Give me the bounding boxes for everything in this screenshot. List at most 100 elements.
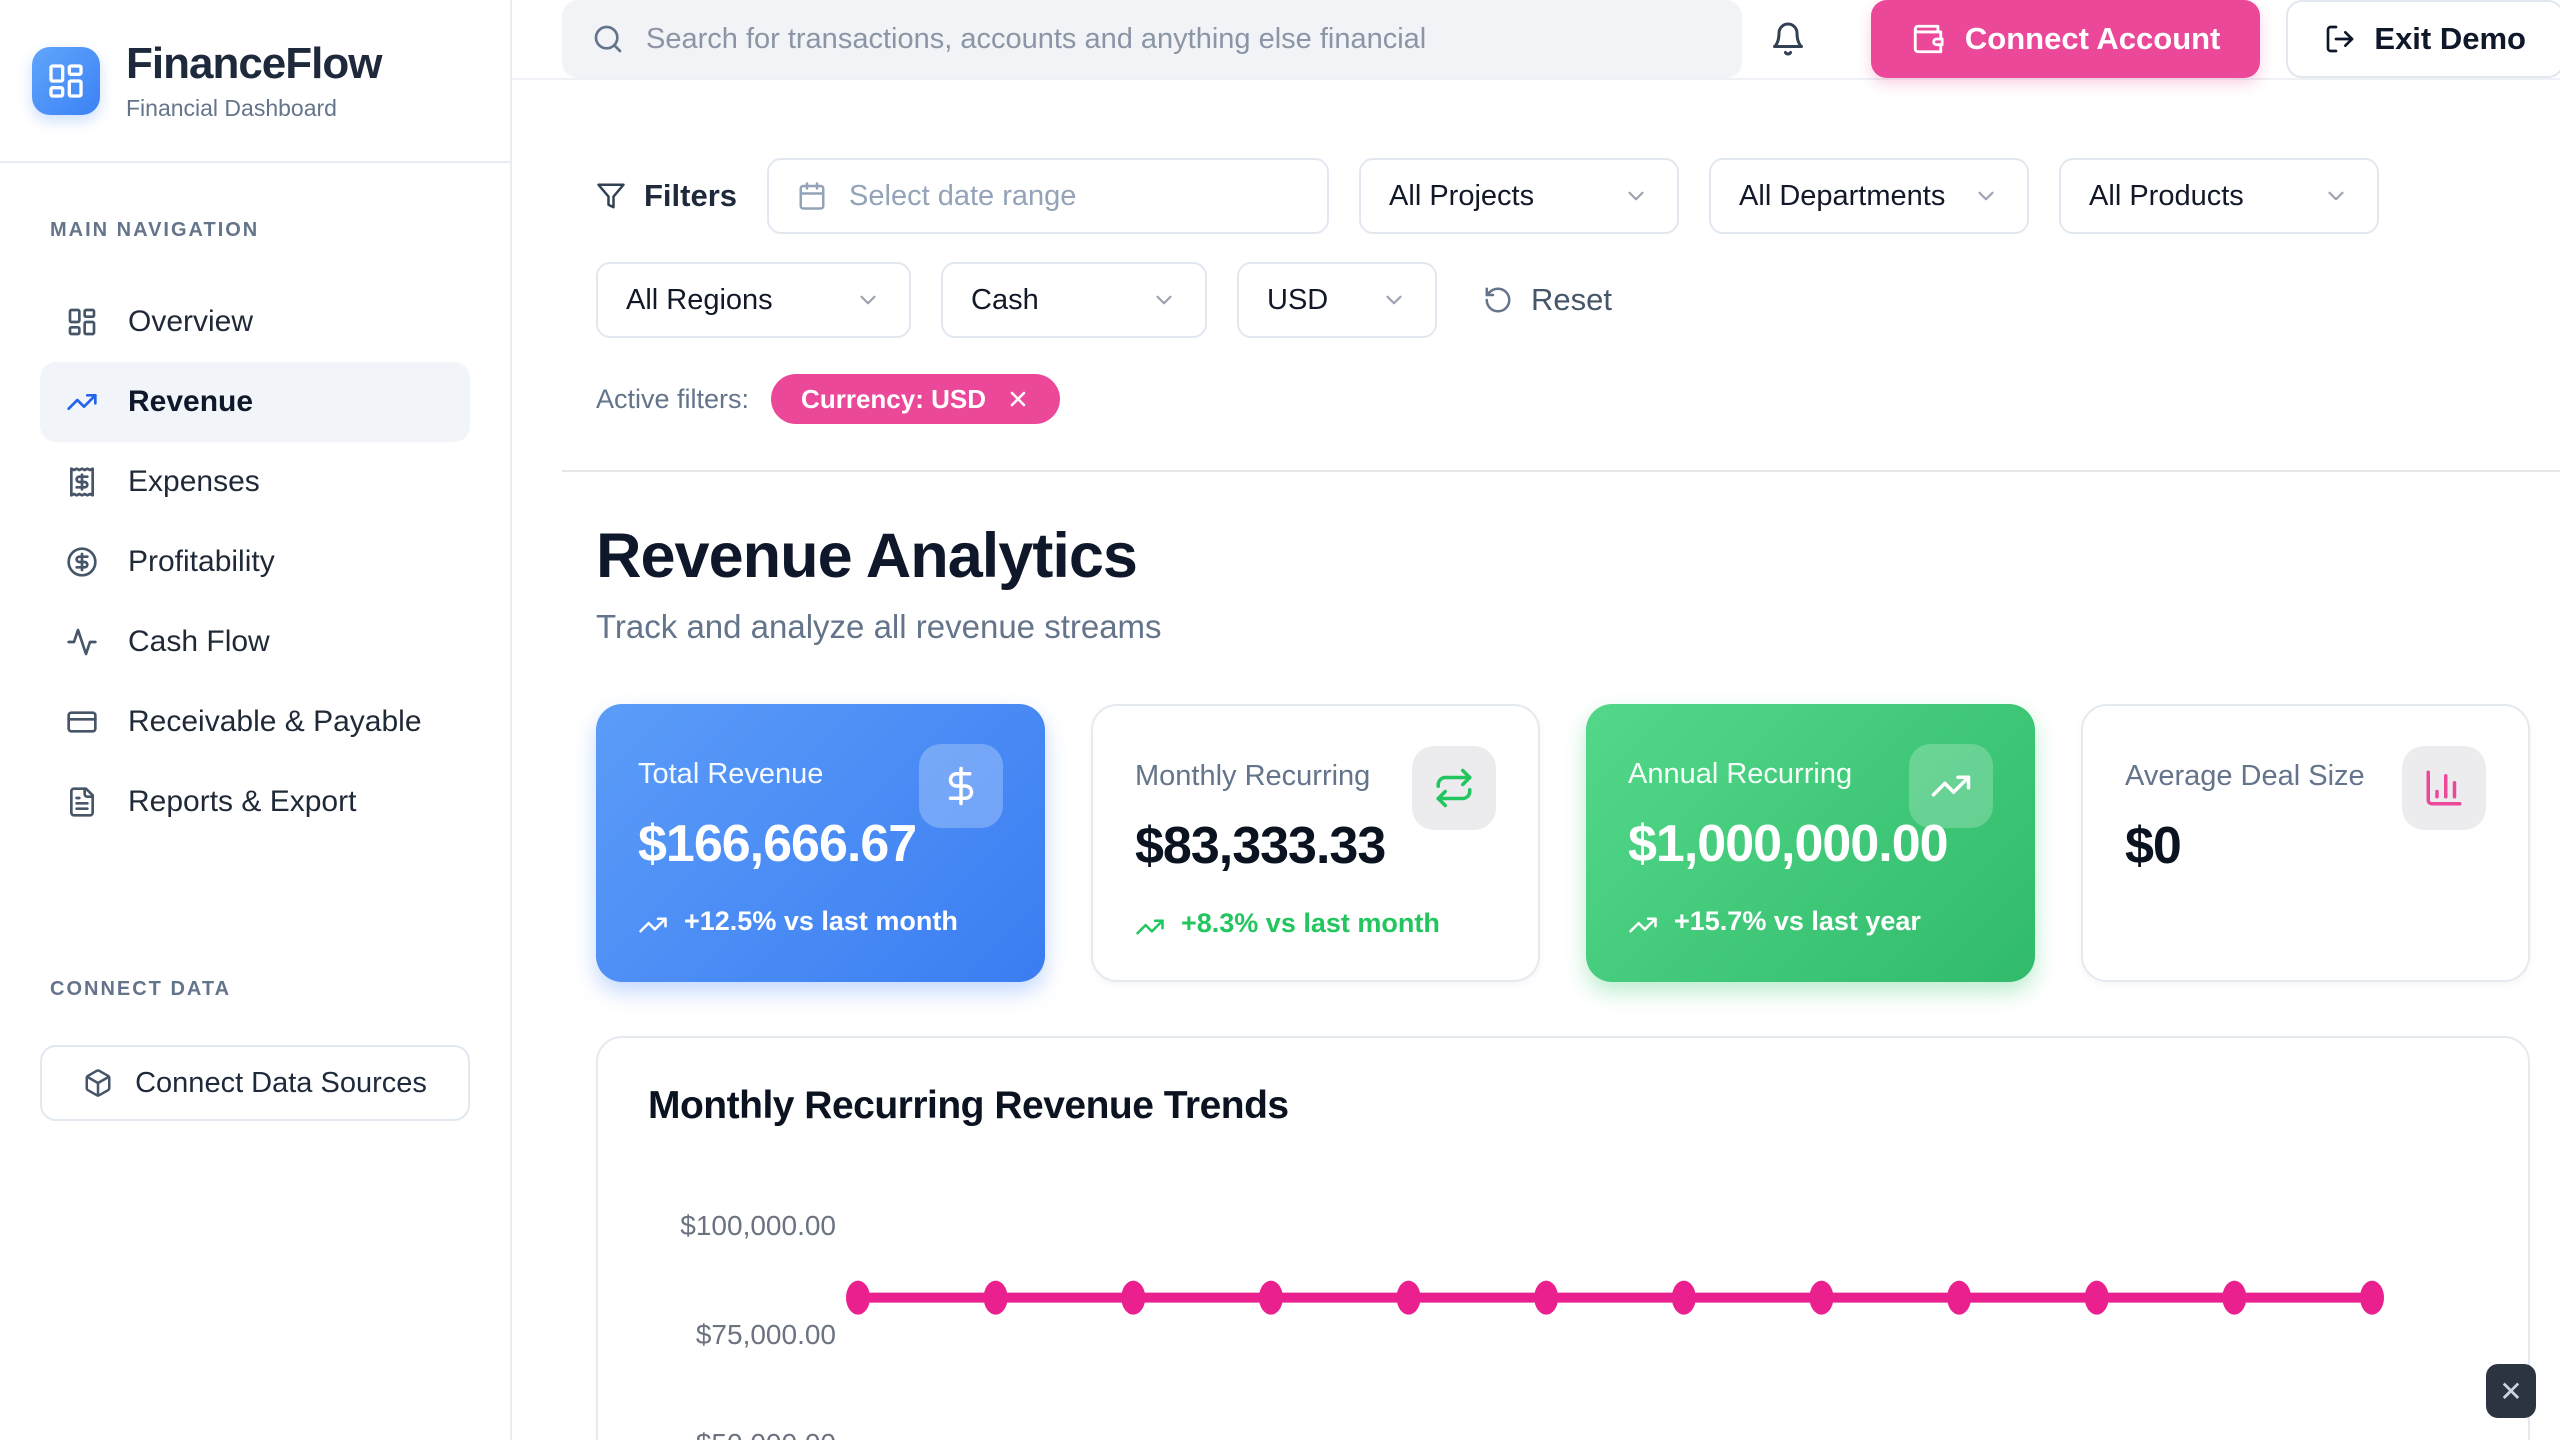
active-filter-chip-currency[interactable]: Currency: USD	[771, 374, 1060, 424]
filters-row-1: Filters Select date range All Projects A…	[596, 158, 2530, 234]
circle-dollar-icon	[67, 547, 97, 577]
page-head: Revenue Analytics Track and analyze all …	[596, 520, 2530, 646]
main-navigation: MAIN NAVIGATION Overview Revenue Expense…	[0, 163, 510, 842]
sidebar-item-cash-flow[interactable]: Cash Flow	[40, 602, 470, 682]
trending-up-icon	[67, 394, 97, 410]
chevron-down-icon	[1973, 183, 1999, 209]
metric-icon-box	[1412, 746, 1496, 830]
global-search[interactable]	[562, 0, 1742, 78]
sidebar-item-label: Reports & Export	[128, 785, 357, 818]
sidebar-header: FinanceFlow Financial Dashboard	[0, 0, 510, 163]
metric-label: Average Deal Size	[2125, 760, 2365, 792]
chevron-down-icon	[1381, 287, 1407, 313]
metric-card-annual-recurring: Annual Recurring $1,000,000.00 +15.7% vs…	[1586, 704, 2035, 982]
search-input[interactable]	[646, 22, 1712, 56]
sidebar-item-label: Profitability	[128, 545, 275, 578]
departments-select[interactable]: All Departments	[1709, 158, 2030, 234]
page-title: Revenue Analytics	[596, 521, 1138, 591]
calendar-icon	[799, 182, 825, 210]
filters-label: Filters	[596, 178, 737, 214]
connect-account-button[interactable]: Connect Account	[1870, 0, 2261, 78]
credit-card-icon	[67, 711, 97, 733]
content: Filters Select date range All Projects A…	[512, 80, 2560, 1440]
metric-icon-box	[1909, 744, 1993, 828]
section-divider	[562, 470, 2560, 472]
chart-area: $100,000.00 $75,000.00 $50,000.00	[648, 1156, 2478, 1440]
metric-icon-box	[2402, 746, 2486, 830]
currency-select[interactable]: USD	[1237, 262, 1437, 338]
close-overlay-button[interactable]: ✕	[2486, 1364, 2536, 1418]
app-name: FinanceFlow	[126, 39, 382, 88]
sidebar-item-reports-export[interactable]: Reports & Export	[40, 762, 470, 842]
box-icon	[85, 1069, 111, 1097]
svg-text:$50,000.00: $50,000.00	[696, 1428, 836, 1440]
file-text-icon	[70, 787, 94, 817]
revenue-trend-svg: $100,000.00 $75,000.00 $50,000.00	[680, 1210, 2384, 1440]
sidebar-item-label: Overview	[128, 305, 254, 338]
trending-up-icon	[639, 917, 667, 933]
sidebar-item-label: Revenue	[128, 385, 254, 418]
metric-trend: +12.5% vs last month	[638, 904, 968, 940]
exit-demo-button[interactable]: Exit Demo	[2286, 0, 2560, 78]
filters-row-2: All Regions Cash USD Reset	[596, 262, 2530, 338]
metric-trend: +8.3% vs last month	[1135, 906, 1465, 942]
svg-text:$100,000.00: $100,000.00	[680, 1210, 836, 1241]
main-area: Connect Account Exit Demo Filters Select…	[512, 0, 2560, 1440]
metric-value: $83,333.33	[1135, 817, 1386, 875]
chevron-down-icon	[1623, 183, 1649, 209]
sidebar-item-profitability[interactable]: Profitability	[40, 522, 470, 602]
wallet-icon	[1913, 24, 1944, 54]
metric-label: Total Revenue	[638, 758, 824, 790]
metric-value: $1,000,000.00	[1628, 815, 1949, 873]
metric-icon-box	[919, 744, 1003, 828]
topbar: Connect Account Exit Demo	[512, 0, 2560, 80]
trending-up-icon	[1931, 775, 1971, 797]
notifications-button[interactable]	[1770, 21, 1806, 57]
log-out-icon	[2327, 25, 2354, 53]
projects-select[interactable]: All Projects	[1359, 158, 1680, 234]
sidebar: FinanceFlow Financial Dashboard MAIN NAV…	[0, 0, 512, 1440]
reset-filters-button[interactable]: Reset	[1483, 282, 1612, 318]
bell-icon	[1773, 22, 1803, 56]
repeat-icon	[1436, 768, 1472, 808]
trending-up-icon	[1136, 919, 1164, 935]
metric-trend: +15.7% vs last year	[1628, 904, 1993, 940]
metric-cards: Total Revenue $166,666.67 +12.5% vs last…	[596, 704, 2530, 982]
dashboard-grid-icon	[68, 308, 96, 336]
receipt-icon	[70, 467, 94, 497]
dollar-sign-icon	[948, 766, 974, 806]
sidebar-item-receivable-payable[interactable]: Receivable & Payable	[40, 682, 470, 762]
svg-text:$75,000.00: $75,000.00	[696, 1319, 836, 1350]
connect-data-sources-button[interactable]: Connect Data Sources	[40, 1045, 470, 1121]
connect-data-title: CONNECT DATA	[50, 978, 232, 1000]
sidebar-item-label: Expenses	[128, 465, 260, 498]
search-icon	[594, 25, 622, 53]
dashboard-grid-icon	[49, 63, 83, 98]
active-filters-row: Active filters: Currency: USD	[596, 374, 2530, 424]
app-tagline: Financial Dashboard	[126, 95, 337, 121]
metric-card-total-revenue: Total Revenue $166,666.67 +12.5% vs last…	[596, 704, 1045, 982]
filter-funnel-icon	[597, 183, 625, 209]
regions-select[interactable]: All Regions	[596, 262, 911, 338]
chevron-down-icon	[2323, 183, 2349, 209]
sidebar-item-expenses[interactable]: Expenses	[40, 442, 470, 522]
sidebar-item-label: Receivable & Payable	[128, 705, 422, 738]
date-range-input[interactable]: Select date range	[767, 158, 1330, 234]
mrr-trends-chart-card: Monthly Recurring Revenue Trends $100,00…	[596, 1036, 2530, 1440]
trending-up-icon	[1629, 917, 1657, 933]
nav-section-title: MAIN NAVIGATION	[50, 219, 260, 241]
metric-label: Annual Recurring	[1628, 758, 1853, 790]
activity-icon	[67, 628, 97, 656]
sidebar-item-overview[interactable]: Overview	[40, 282, 470, 362]
active-filters-label: Active filters:	[596, 383, 750, 414]
sidebar-item-revenue[interactable]: Revenue	[40, 362, 470, 442]
chevron-down-icon	[1151, 287, 1177, 313]
metric-value: $166,666.67	[638, 815, 917, 873]
payment-method-select[interactable]: Cash	[941, 262, 1207, 338]
metric-card-average-deal-size: Average Deal Size $0	[2081, 704, 2530, 982]
chart-title: Monthly Recurring Revenue Trends	[648, 1084, 1289, 1127]
chevron-down-icon	[855, 287, 881, 313]
bar-chart-icon	[2426, 770, 2462, 806]
page-subtitle: Track and analyze all revenue streams	[596, 608, 1162, 645]
products-select[interactable]: All Products	[2059, 158, 2380, 234]
